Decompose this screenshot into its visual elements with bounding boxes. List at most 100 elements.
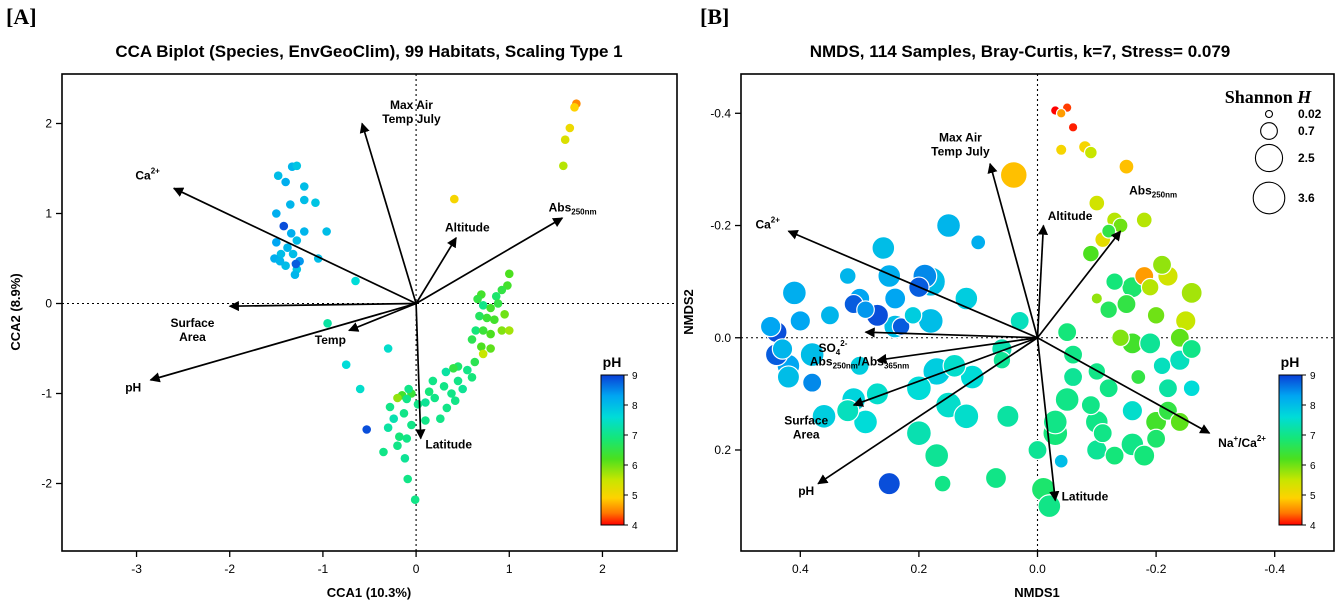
data-point [771,338,794,360]
data-point [286,229,296,238]
data-point [430,393,440,403]
data-point [395,432,404,442]
data-point [1081,244,1100,263]
data-point [865,382,890,406]
data-point [1140,277,1160,297]
data-point [450,396,460,406]
data-point [493,299,503,308]
data-point [565,123,575,133]
colorbar-tick-label: 7 [632,431,638,442]
panel-a-points [270,99,581,505]
data-point [453,376,463,386]
data-point [1054,386,1080,412]
colorbar-tick-label: 5 [1310,491,1316,502]
data-point [799,342,825,368]
env-vector-arrow [149,302,417,383]
data-point [942,353,967,378]
colorbar-tick-label: 8 [632,401,638,412]
data-point [299,182,309,191]
data-point [322,227,331,236]
data-point [311,198,320,207]
data-point [776,365,801,389]
data-point [504,269,514,279]
data-point [272,238,281,247]
size-legend-circle [1260,122,1278,140]
data-point [970,234,987,251]
data-point [402,394,412,404]
data-point [559,161,568,171]
env-vector-arrow [1036,224,1049,338]
data-point [1130,368,1147,386]
data-point [400,454,410,463]
panel-b-colorbar-ticks: 9 8 7 6 5 4 [1302,371,1316,532]
env-vector-arrow [172,187,417,305]
data-point [924,443,950,469]
y-tick-label: -2 [41,477,52,491]
data-point [291,259,301,269]
data-point [811,403,837,429]
env-vector-label: Surface Area [170,316,214,344]
panel-b-title: NMDS, 114 Samples, Bray-Curtis, k=7, Str… [810,42,1231,61]
x-tick-label: 2 [599,562,606,576]
data-point [497,285,507,295]
env-vector-arrow [987,162,1039,338]
data-point [276,249,286,259]
data-point [1037,494,1062,519]
data-point [984,466,1008,490]
data-point [379,447,388,457]
data-point [1111,328,1130,348]
panel-a-colorbar-bar [600,374,625,526]
data-point [1152,356,1172,376]
data-point [458,384,467,394]
data-point [1116,293,1137,315]
colorbar-tick-label: 5 [632,491,638,502]
env-vector-arrow [228,300,417,312]
data-point [421,416,430,425]
env-vector-label: SO42- [818,339,847,357]
data-point [1104,445,1125,466]
data-point [449,194,459,204]
data-point [1042,409,1068,435]
panel-a-y-axis-label: CCA2 (8.9%) [8,273,23,350]
data-point [802,372,823,393]
panel-b-x-ticks: 0.4 0.2 0.0 -0.2 -0.4 [792,551,1285,576]
data-point [1098,378,1119,399]
y-tick-label: -0.4 [710,106,731,120]
data-point [299,195,309,205]
data-point [1182,379,1201,398]
data-point [838,267,857,285]
data-point [560,135,570,144]
env-vector-label: Abs250nm/Abs365nm [810,355,909,371]
data-point [463,365,472,375]
x-tick-label: 0 [413,562,420,576]
data-point [1101,223,1117,239]
data-point [292,161,302,171]
data-point [424,387,434,397]
env-vector-label: Altitude [1048,209,1093,223]
panel-a-y-ticks: 2 1 0 -1 -2 [41,117,62,491]
panel-a-letter: [A] [6,4,37,29]
x-tick-label: -0.2 [1146,562,1167,576]
y-tick-label: 0.2 [714,443,731,457]
data-point [478,326,488,335]
data-point [877,264,902,288]
data-point [905,375,932,402]
colorbar-tick-label: 8 [1310,401,1316,412]
data-point [351,276,360,286]
size-legend-circle [1252,181,1286,215]
y-tick-label: 1 [45,207,52,221]
data-point [1146,305,1166,325]
data-point [407,420,416,430]
data-point [871,236,896,260]
data-point [999,161,1028,189]
data-point [759,315,782,338]
data-point [486,329,495,339]
panel-a-colorbar: pH 9 8 7 6 5 4 [600,354,638,532]
data-point [486,303,495,313]
data-point [467,335,477,344]
data-point [436,414,445,424]
panel-a-colorbar-ticks: 9 8 7 6 5 4 [624,371,638,532]
data-point [490,315,499,325]
data-point [428,376,438,386]
env-vector-arrow [864,327,1038,339]
